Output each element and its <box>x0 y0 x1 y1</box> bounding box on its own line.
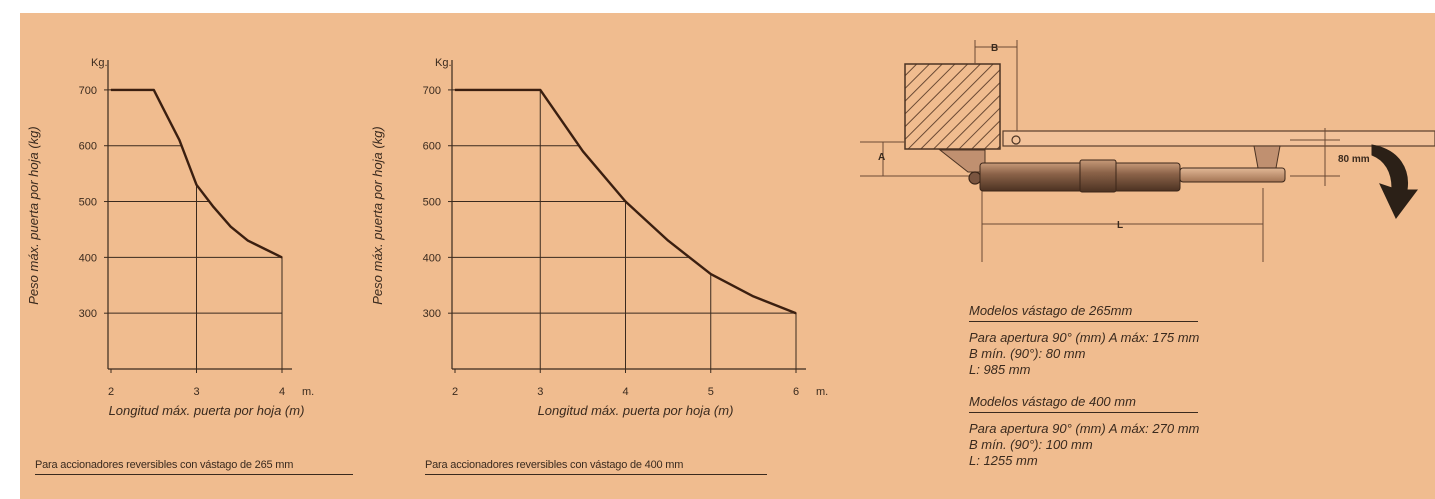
rear-bracket <box>940 150 985 172</box>
spec-model-400-line: L: 1255 mm <box>969 453 1038 469</box>
dim-80-label: 80 mm <box>1338 154 1370 165</box>
spec-model-400-line: Para apertura 90° (mm) A máx: 270 mm <box>969 421 1199 437</box>
gate-leaf <box>1003 131 1435 146</box>
dim-l-label: L <box>1117 220 1123 231</box>
actuator-rod <box>1180 168 1285 182</box>
front-bracket <box>1254 146 1280 168</box>
spec-model-265-line: L: 985 mm <box>969 362 1030 378</box>
opening-direction-arrow <box>1372 145 1417 218</box>
dim-a-label: A <box>878 152 885 163</box>
spec-model-265-line: Para apertura 90° (mm) A máx: 175 mm <box>969 330 1199 346</box>
spec-model-265-heading: Modelos vástago de 265mm <box>969 303 1132 318</box>
spec-model-400-rule <box>969 412 1198 413</box>
spec-model-400-line: B mín. (90°): 100 mm <box>969 437 1093 453</box>
spec-model-400-heading: Modelos vástago de 400 mm <box>969 394 1136 409</box>
spec-model-265-line: B mín. (90°): 80 mm <box>969 346 1085 362</box>
actuator-motor-cover <box>1080 160 1116 192</box>
pillar <box>905 64 1000 149</box>
actuator-pivot <box>969 172 981 184</box>
dim-b-label: B <box>991 43 998 54</box>
spec-model-265-rule <box>969 321 1198 322</box>
